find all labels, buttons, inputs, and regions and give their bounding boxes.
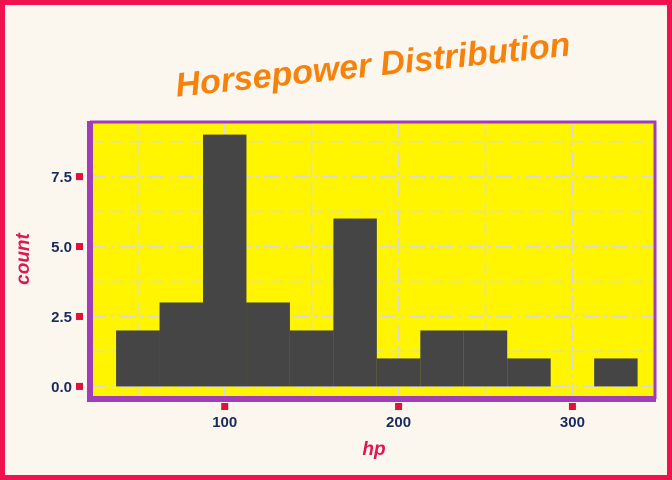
x-tick-label: 300 (560, 414, 585, 431)
histogram-bar (507, 358, 551, 387)
x-tick-label: 200 (386, 414, 411, 431)
y-tick-mark (76, 173, 83, 181)
y-tick-label: 7.5 (51, 169, 72, 186)
y-tick-mark (76, 312, 83, 320)
x-axis-title: hp (362, 439, 385, 460)
x-axis: 100 200 300 (87, 396, 656, 431)
y-tick-label: 0.0 (51, 379, 72, 396)
x-tick-mark (568, 403, 576, 410)
x-tick-mark (221, 403, 229, 410)
histogram-bar (246, 302, 290, 387)
histogram-bar (116, 330, 160, 387)
histogram-bar (333, 218, 377, 387)
histogram-bar (420, 330, 464, 387)
x-tick-label: 100 (212, 414, 237, 431)
plot-panel-border (90, 120, 657, 399)
y-tick-mark (76, 243, 83, 251)
histogram-bar (289, 330, 334, 387)
chart-title: Horsepower Distribution (174, 25, 573, 104)
histogram-bar (203, 134, 247, 387)
y-axis-title: count (13, 232, 34, 284)
histogram-bar (594, 358, 638, 387)
x-tick-mark (395, 403, 403, 410)
y-tick-mark (76, 382, 83, 390)
histogram-bars (116, 134, 638, 387)
histogram-bar (463, 330, 508, 387)
y-tick-label: 2.5 (51, 309, 72, 326)
histogram-bar (376, 358, 421, 387)
y-axis: 0.0 2.5 5.0 7.5 (51, 121, 93, 402)
histogram-bar (159, 302, 203, 387)
y-tick-label: 5.0 (51, 239, 72, 256)
